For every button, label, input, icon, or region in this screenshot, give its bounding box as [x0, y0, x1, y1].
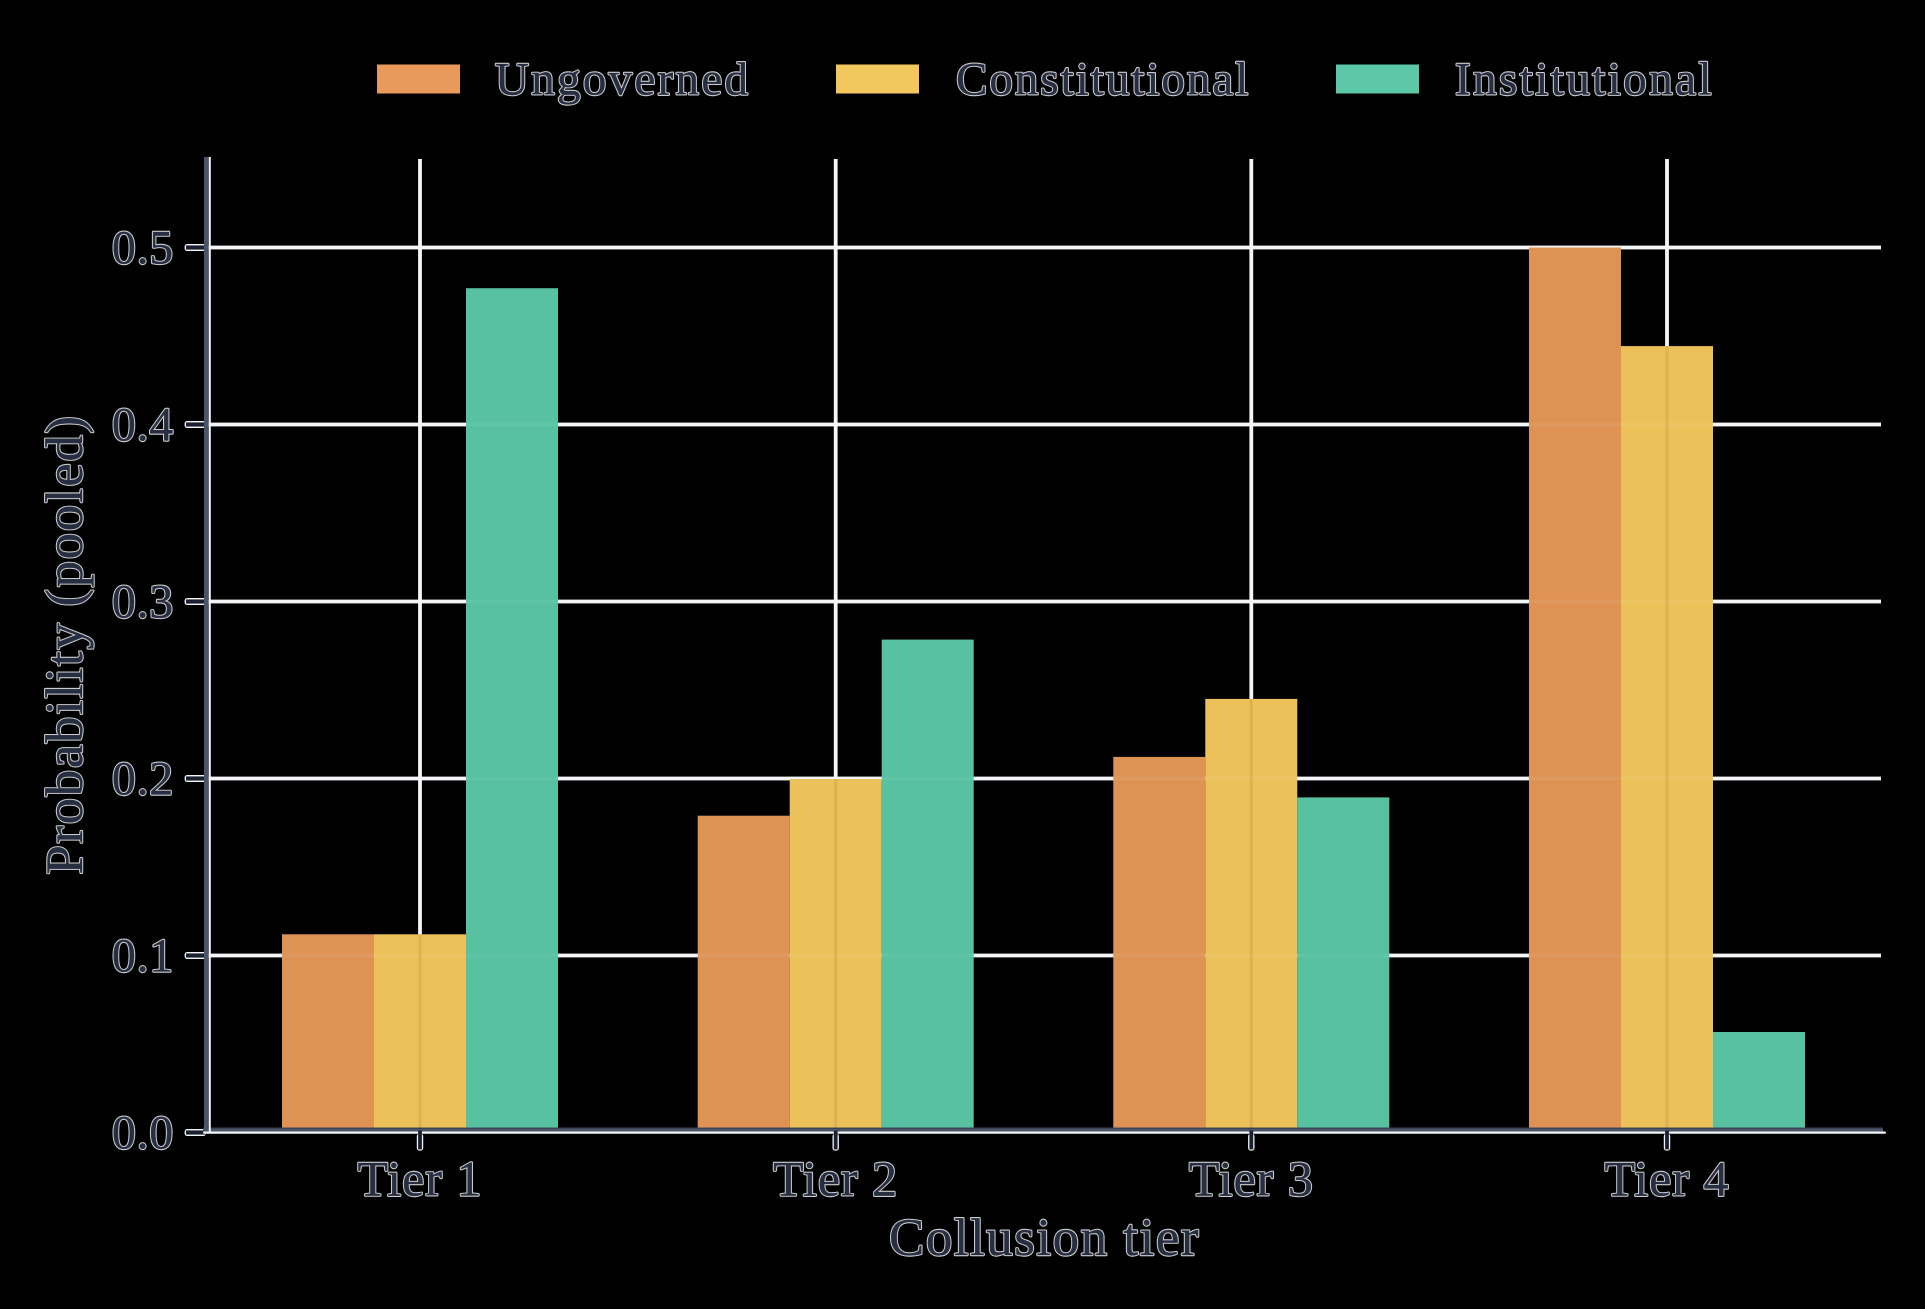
svg-text:Institutional: Institutional: [1455, 54, 1714, 106]
svg-text:0.1: 0.1: [112, 930, 174, 983]
svg-text:Tier 3: Tier 3: [1189, 1151, 1314, 1207]
svg-text:Collusion tier: Collusion tier: [889, 1209, 1200, 1267]
svg-text:0.2: 0.2: [112, 753, 174, 806]
svg-text:Tier 1: Tier 1: [357, 1151, 482, 1207]
svg-text:0.3: 0.3: [112, 576, 174, 629]
svg-text:Probability (pooled): Probability (pooled): [36, 414, 94, 874]
svg-text:0.0: 0.0: [112, 1107, 174, 1160]
svg-text:0.2: 0.2: [112, 753, 174, 806]
svg-text:Tier 1: Tier 1: [357, 1151, 482, 1207]
svg-text:Tier 3: Tier 3: [1189, 1151, 1314, 1207]
svg-text:Ungoverned: Ungoverned: [495, 54, 750, 106]
svg-text:Probability (pooled): Probability (pooled): [36, 414, 94, 874]
svg-text:0.5: 0.5: [112, 222, 174, 275]
svg-text:0.5: 0.5: [112, 222, 174, 275]
svg-text:Collusion tier: Collusion tier: [889, 1209, 1200, 1267]
svg-text:0.3: 0.3: [112, 576, 174, 629]
svg-text:Constitutional: Constitutional: [956, 54, 1250, 106]
svg-text:0.1: 0.1: [112, 930, 174, 983]
svg-text:Institutional: Institutional: [1455, 54, 1714, 106]
svg-text:0.4: 0.4: [112, 399, 174, 452]
svg-text:0.4: 0.4: [112, 399, 174, 452]
svg-text:Ungoverned: Ungoverned: [495, 54, 750, 106]
svg-text:Tier 2: Tier 2: [773, 1151, 898, 1207]
svg-text:Constitutional: Constitutional: [956, 54, 1250, 106]
svg-text:Tier 4: Tier 4: [1604, 1151, 1729, 1207]
svg-text:0.0: 0.0: [112, 1107, 174, 1160]
svg-text:Tier 4: Tier 4: [1604, 1151, 1729, 1207]
svg-text:Tier 2: Tier 2: [773, 1151, 898, 1207]
